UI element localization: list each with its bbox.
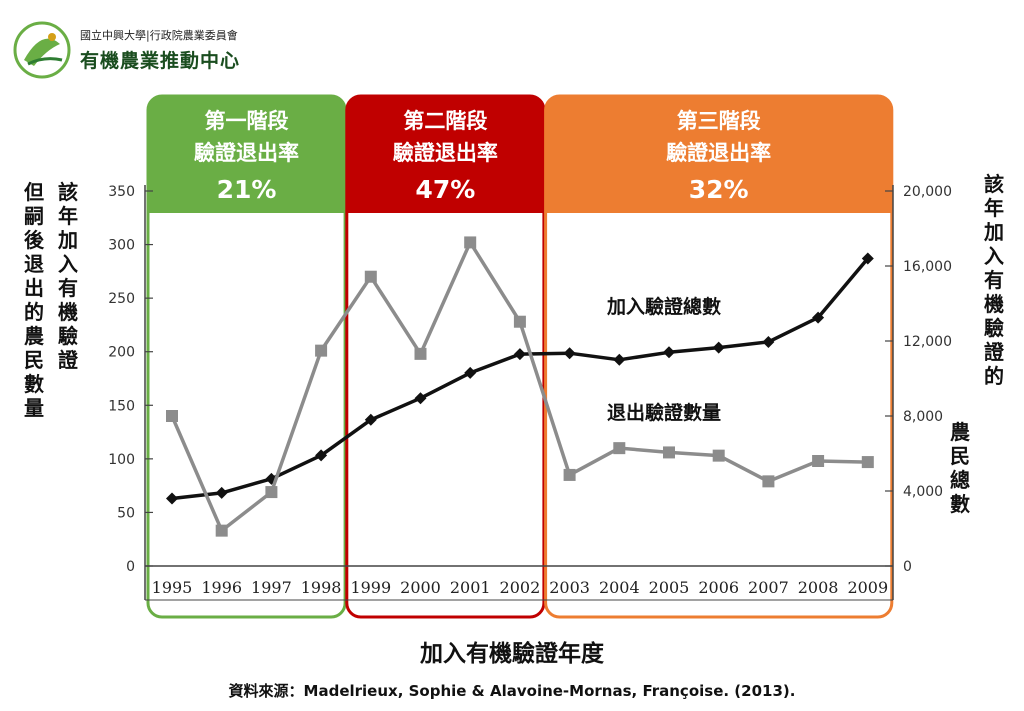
x-tick-label: 2007 [748, 578, 789, 597]
series-1-point [712, 341, 725, 354]
y-right-tick-label: 0 [903, 559, 912, 575]
y-left-tick-label: 0 [126, 559, 135, 575]
series-2-point [414, 347, 427, 360]
y-right-title-1: 該年加入有機驗證的 [984, 172, 1004, 388]
series-label-total: 加入驗證總數 [606, 295, 721, 318]
stage-title-3: 第三階段 [677, 109, 761, 133]
stage-rate-2: 47% [415, 175, 475, 204]
x-tick-label: 2004 [599, 578, 640, 597]
stage-header-1 [148, 96, 346, 213]
center-name: 有機農業推動中心 [80, 50, 241, 72]
series-2-point [265, 486, 278, 499]
y-left-tick-label: 50 [117, 505, 135, 521]
series-2-point [812, 455, 825, 467]
stage-header-3 [545, 96, 892, 213]
x-tick-label: 1995 [152, 578, 193, 597]
y-left-tick-label: 350 [108, 184, 135, 200]
series-1-point [315, 449, 328, 462]
y-right-title-2: 農民總數 [950, 420, 970, 516]
x-tick-label: 1997 [251, 578, 292, 597]
stage-title-1: 第一階段 [205, 109, 289, 133]
series-2-point [663, 446, 675, 459]
stage-header-2 [346, 96, 544, 213]
x-tick-label: 2000 [400, 578, 441, 597]
x-tick-label: 2005 [649, 578, 690, 597]
y-left-title-1: 該年加入有機驗證 [58, 180, 78, 372]
y-right-tick-label: 4,000 [903, 484, 943, 500]
y-left-tick-label: 250 [108, 291, 135, 307]
series-1-point [563, 347, 576, 360]
series-2-point [563, 468, 576, 481]
y-left-tick-label: 200 [108, 345, 135, 361]
stage-subtitle-2: 驗證退出率 [393, 141, 498, 165]
series-2-point [513, 315, 526, 328]
stage-subtitle-3: 驗證退出率 [666, 141, 771, 165]
series-1-point [812, 311, 825, 324]
series-1-point [861, 252, 874, 265]
series-1-point [166, 492, 178, 505]
series-1-point [414, 392, 427, 405]
series-1-point [762, 335, 775, 348]
series-2-point [712, 449, 725, 462]
x-tick-label: 1998 [301, 578, 342, 597]
y-right-tick-label: 20,000 [903, 184, 952, 200]
x-tick-label: 1999 [350, 578, 391, 597]
logo: 國立中興大學|行政院農業委員會 有機農業推動中心 [12, 20, 240, 80]
series-1-point [215, 486, 228, 499]
x-tick-label: 2009 [847, 578, 888, 597]
stage-rate-1: 21% [217, 175, 277, 204]
series-1-point [464, 366, 477, 379]
y-right-tick-label: 8,000 [903, 409, 943, 425]
x-tick-label: 2001 [450, 578, 491, 597]
series-line-1 [171, 257, 870, 501]
y-left-title-2: 但嗣後退出的農民數量 [24, 180, 44, 420]
x-tick-label: 1996 [201, 578, 242, 597]
x-tick-label: 2006 [698, 578, 739, 597]
series-2-point [215, 524, 228, 537]
y-left-tick-label: 300 [108, 238, 135, 254]
x-tick-label: 2003 [549, 578, 590, 597]
series-1-point [513, 348, 526, 361]
series-2-point [762, 475, 775, 488]
series-2-point [364, 270, 377, 283]
series-2-point [464, 236, 477, 249]
x-axis-title: 加入有機驗證年度 [420, 641, 604, 667]
series-2-point [166, 410, 178, 422]
org-line: 國立中興大學|行政院農業委員會 [80, 29, 238, 42]
stage-title-2: 第二階段 [403, 109, 487, 133]
stage-subtitle-1: 驗證退出率 [194, 141, 299, 165]
y-left-tick-label: 100 [108, 452, 135, 468]
series-1-point [364, 413, 377, 426]
leaf-logo-icon [13, 21, 71, 79]
series-2-point [315, 344, 328, 357]
series-1-point [613, 353, 626, 366]
series-2-point [613, 442, 626, 455]
y-right-tick-label: 12,000 [903, 334, 952, 350]
x-tick-label: 2008 [798, 578, 839, 597]
x-tick-label: 2002 [500, 578, 541, 597]
series-2-point [861, 456, 874, 469]
source-citation: 資料來源：Madelrieux, Sophie & Alavoine-Morna… [228, 682, 796, 700]
series-label-withdrawn: 退出驗證數量 [607, 401, 721, 424]
series-1-point [663, 346, 675, 359]
y-right-tick-label: 16,000 [903, 259, 952, 275]
stage-rate-3: 32% [689, 175, 749, 204]
y-left-tick-label: 150 [108, 398, 135, 414]
